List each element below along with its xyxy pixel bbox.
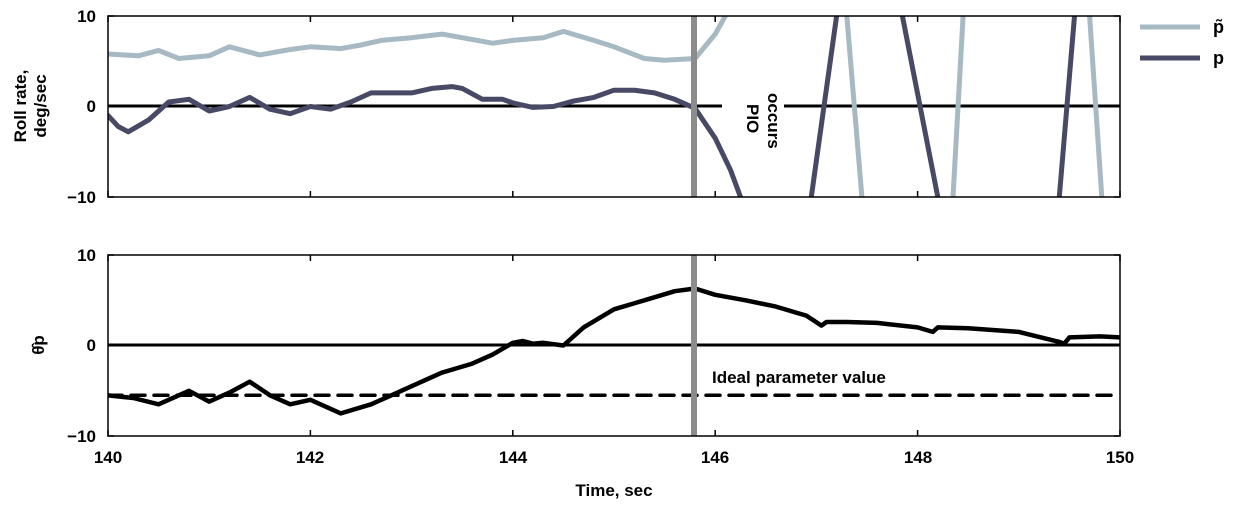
pio-label: PIO: [743, 104, 762, 133]
legend-label-p: p: [1213, 48, 1224, 68]
series-line-p-pio: [899, 16, 941, 197]
bottom-ytick-label: 10: [77, 246, 96, 265]
top-series-group: [108, 16, 1105, 197]
xtick-label: 142: [296, 448, 324, 467]
bottom-x-tick-labels: 140 142 144 146 148 150: [94, 448, 1134, 467]
series-line-theta-p: [108, 286, 1120, 416]
bottom-y-tick-labels: 10 0 −10: [67, 246, 96, 446]
top-ytick-label: 0: [87, 97, 96, 116]
top-ytick-label: 10: [77, 7, 96, 26]
legend: p̃ p: [1140, 17, 1224, 68]
bottom-ytick-label: 0: [87, 336, 96, 355]
series-line-p-tilde-pio: [950, 16, 966, 197]
occurs-label: occurs: [764, 93, 783, 149]
bottom-ticks: [107, 254, 1121, 437]
top-ylabel-line2: deg/sec: [31, 74, 50, 137]
ideal-parameter-label: Ideal parameter value: [712, 368, 886, 387]
bottom-ylabel: θ̂p: [29, 335, 48, 355]
legend-label-p-tilde: p̃: [1213, 17, 1224, 37]
top-panel: PIO occurs 10 0 −10 Roll rate, deg/sec: [11, 7, 1121, 207]
series-line-p-tilde: [108, 16, 728, 63]
xtick-label: 146: [701, 448, 729, 467]
top-ylabel: Roll rate, deg/sec: [11, 70, 50, 143]
bottom-series-group: [108, 286, 1120, 416]
top-ytick-label: −10: [67, 188, 96, 207]
series-line-p-tilde-pio: [1087, 16, 1105, 197]
series-line-p-pio: [1056, 16, 1077, 197]
top-ticks: [107, 15, 1121, 198]
xtick-label: 150: [1106, 448, 1134, 467]
top-ylabel-line1: Roll rate,: [11, 70, 30, 143]
bottom-ytick-label: −10: [67, 427, 96, 446]
xtick-label: 144: [499, 448, 528, 467]
series-line-p-pio: [808, 16, 840, 197]
series-line-p: [108, 84, 743, 197]
xtick-label: 148: [904, 448, 932, 467]
bottom-panel: Ideal parameter value 10 0 −10 140 142 1…: [29, 246, 1134, 500]
xtick-label: 140: [94, 448, 122, 467]
top-y-tick-labels: 10 0 −10: [67, 7, 96, 207]
series-line-p-tilde-pio: [844, 16, 865, 197]
pio-label-mask: [722, 80, 784, 132]
x-axis-label: Time, sec: [575, 481, 652, 500]
